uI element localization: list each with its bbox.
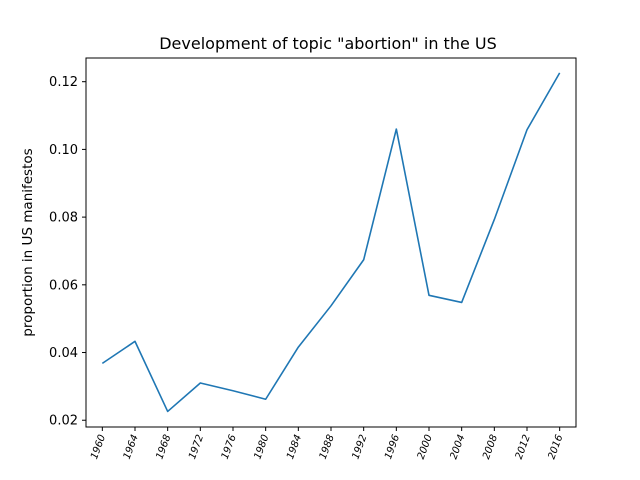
series-line	[101, 72, 561, 413]
chart-title: Development of topic "abortion" in the U…	[159, 34, 497, 53]
y-tick-label: 0.04	[49, 346, 78, 361]
y-tick-label: 0.12	[49, 75, 78, 90]
y-axis: 0.02 0.04 0.06 0.08 0.10 0.12	[49, 75, 86, 429]
plot-frame	[85, 57, 577, 428]
series-layer	[101, 72, 561, 413]
y-tick-label: 0.06	[49, 278, 78, 293]
y-tick-label: 0.10	[49, 143, 78, 158]
y-axis-label: proportion in US manifestos	[20, 148, 36, 336]
y-tick-label: 0.08	[49, 211, 78, 226]
y-tick-label: 0.02	[49, 414, 78, 429]
